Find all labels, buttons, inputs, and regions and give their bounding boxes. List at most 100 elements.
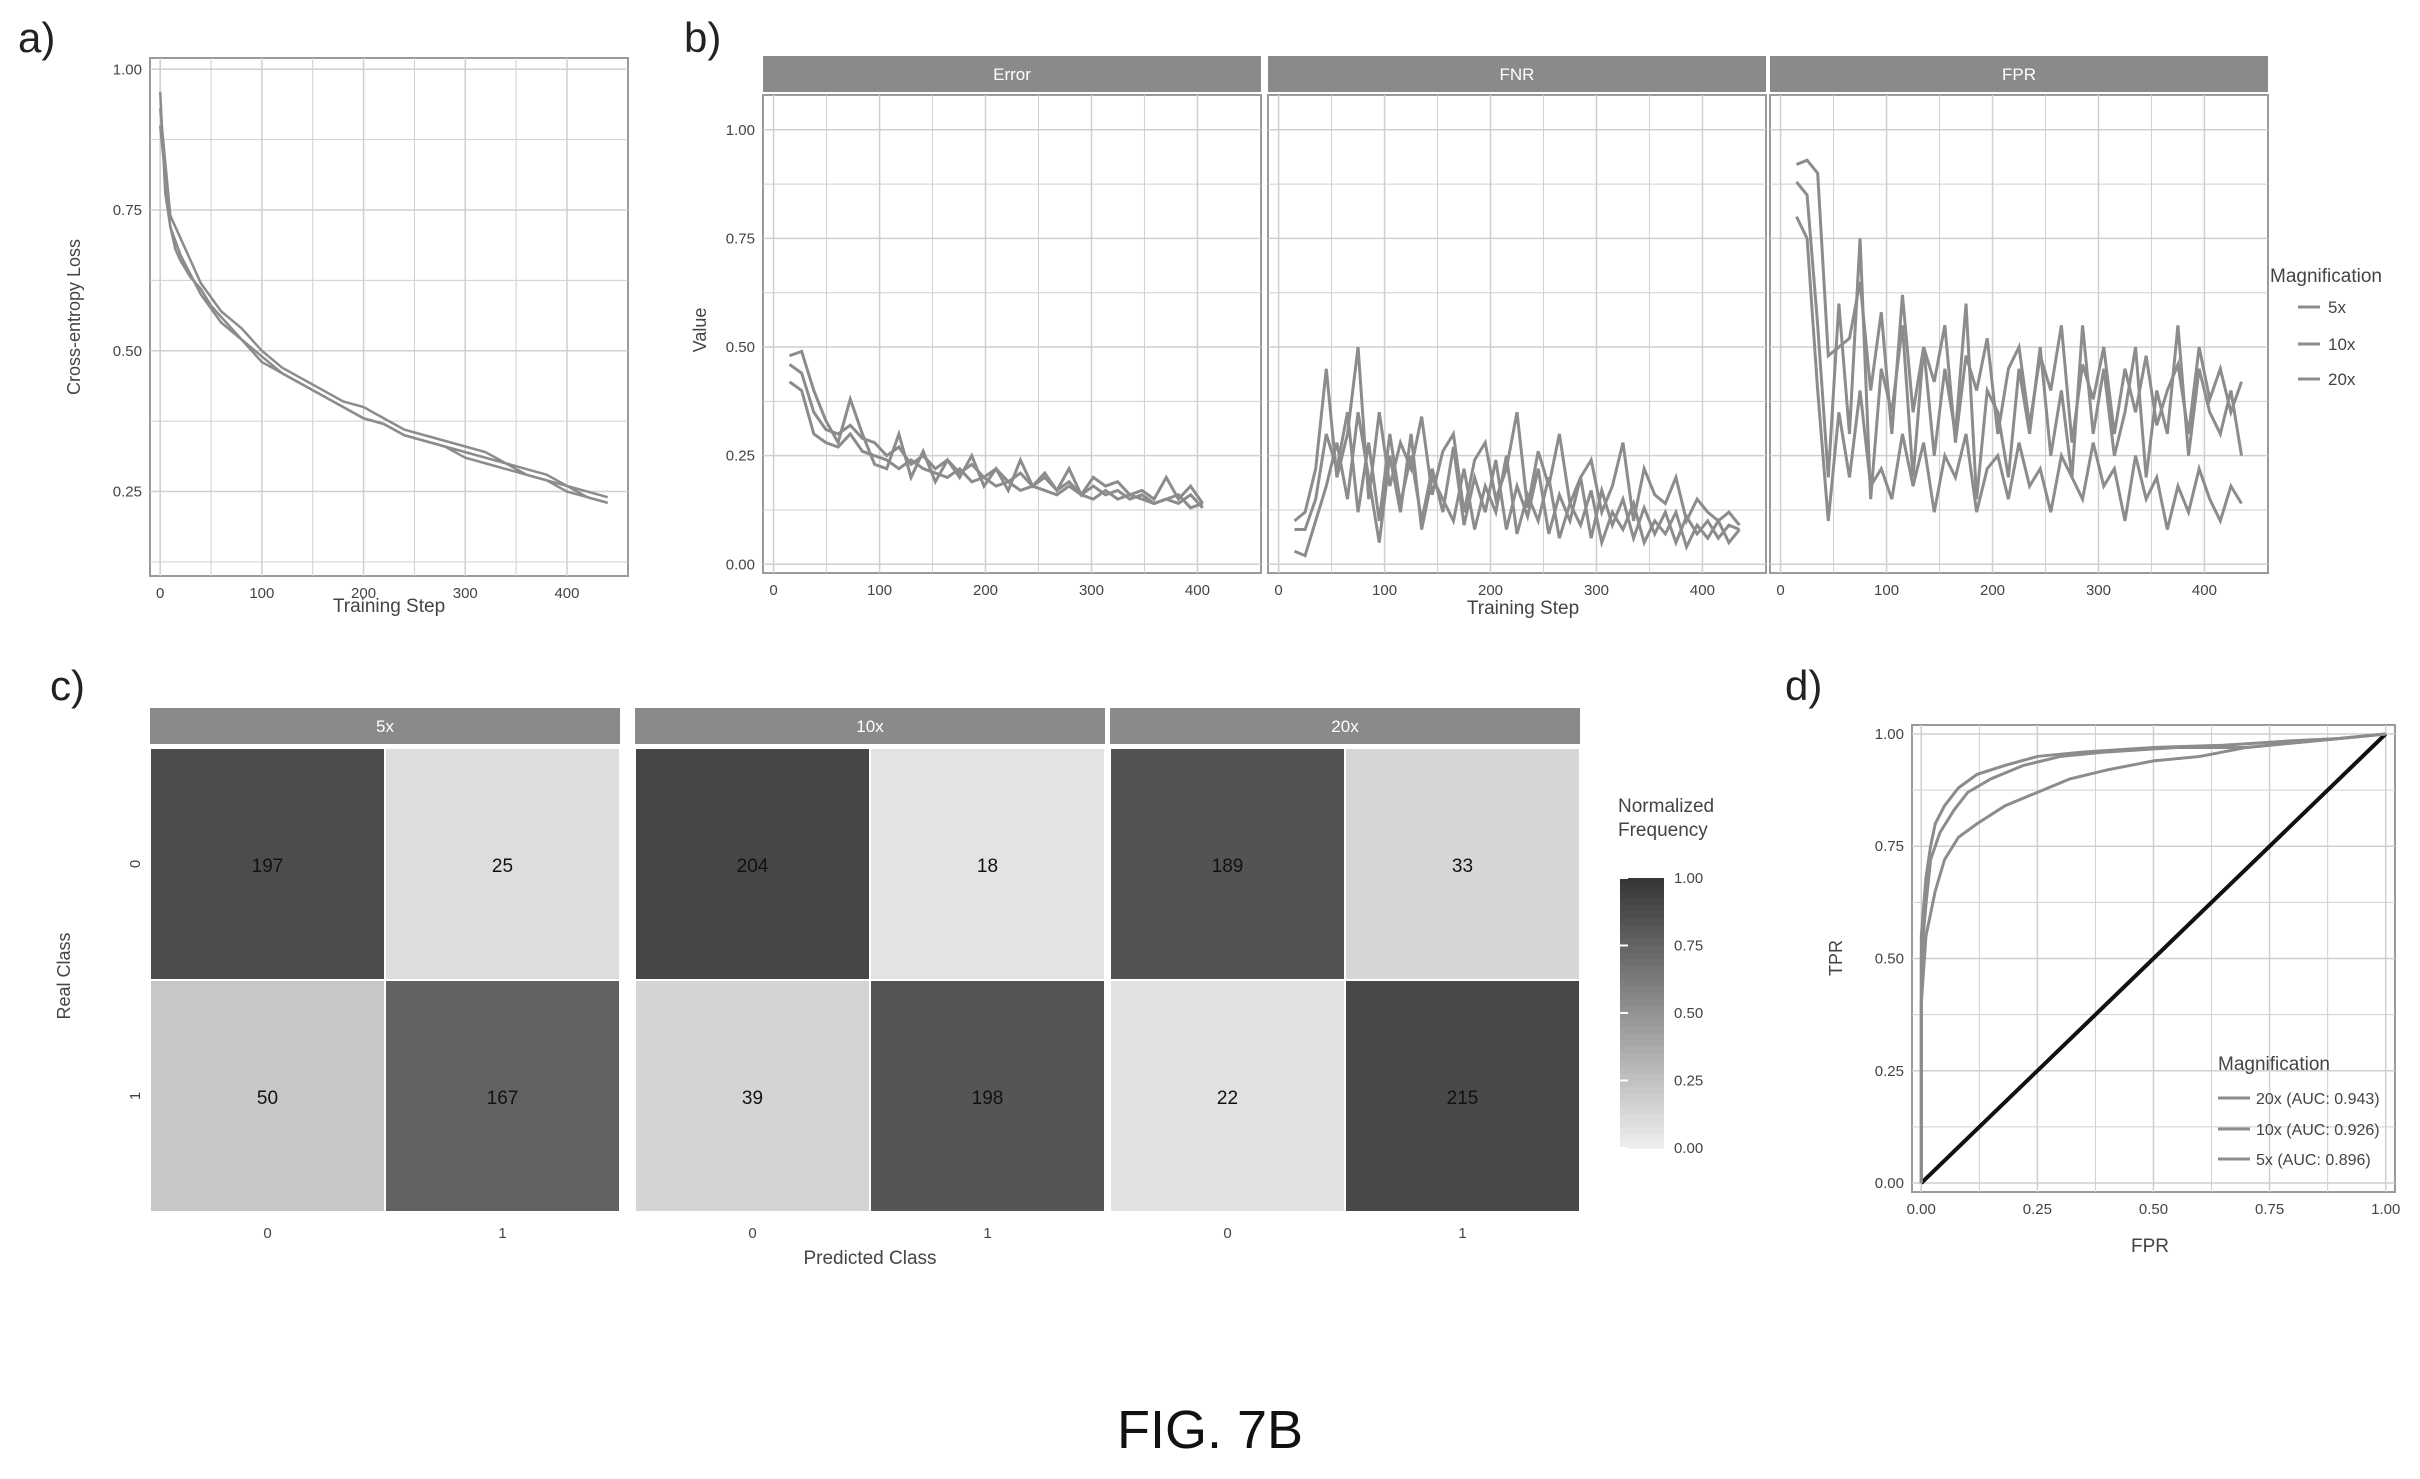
series-20x-line (1293, 346, 1741, 527)
colorbar-tick-label: 0.75 (1674, 938, 1703, 955)
panel-b-facets: Error 0 100 200 300 400 0.00 0.25 0.50 0.75 1.00 FN… (726, 56, 2269, 599)
heatmap-cell-value: 198 (972, 1088, 1004, 1109)
facet-error: Error 0 100 200 300 400 0.00 0.25 0.50 0.75 1.00 (726, 56, 1262, 599)
legend-d-20x-label: 20x (AUC: 0.943) (2256, 1091, 2380, 1108)
heatmap-cell (386, 749, 619, 979)
colorbar-step (1620, 878, 1664, 886)
heatmap-cell (151, 981, 384, 1211)
colorbar-step (1620, 1080, 1664, 1088)
colorbar-step (1620, 1060, 1664, 1068)
panel-d-series (1919, 732, 2388, 1185)
x-tick-label: 300 (1079, 582, 1104, 599)
x-tick-label: 300 (1584, 582, 1609, 599)
facet-fpr: FPR 0 100 200 300 400 (1769, 56, 2269, 599)
panel-a-series (158, 91, 608, 505)
colorbar-step (1620, 986, 1664, 994)
x-tick-label: 1 (983, 1225, 991, 1242)
x-tick-label: 0 (769, 582, 777, 599)
panel-b-ylabel: Value (690, 308, 710, 353)
legend-5x-label: 5x (2328, 298, 2346, 317)
x-tick-label: 200 (973, 582, 998, 599)
x-tick-label: 0.00 (1907, 1201, 1936, 1218)
facet-strip-label: FPR (2002, 65, 2036, 84)
heatmap-cell (636, 749, 869, 979)
roc-curve-1 (1919, 732, 2386, 1184)
series-5x-line (1795, 180, 2243, 500)
x-tick-label: 0 (1274, 582, 1282, 599)
colorbar-step (1620, 1127, 1664, 1136)
panel-a-label: a) (18, 14, 55, 61)
legend-20x-label: 20x (2328, 370, 2356, 389)
panel-b: b) Error 0 100 200 300 400 0.00 0.25 0.50 0.75 1.0… (684, 14, 2382, 619)
colorbar-step (1620, 952, 1664, 960)
x-tick-label: 0 (1776, 582, 1784, 599)
facet-plot-area (1267, 94, 1767, 574)
x-tick-label: 100 (1372, 582, 1397, 599)
heatmap-facet-20x: 20x 189 33 22 215 0 1 (1110, 708, 1580, 1242)
heatmap-cell (1346, 981, 1579, 1211)
panel-c: c) 5x 197 25 50 167 0 1 0 1 10x 204 18 39 198 0 1 20x 189… (50, 662, 1714, 1269)
panel-d-xlabel: FPR (2131, 1236, 2169, 1257)
panel-a-ticks: 0 100 200 300 400 0.25 0.50 0.75 1.00 (113, 61, 580, 602)
panel-d-ticks: 0.00 0.25 0.50 0.75 1.00 0.00 0.25 0.50 0.75 1.00 (1875, 726, 2401, 1218)
panel-d-legend-title: Magnification (2218, 1054, 2330, 1075)
facet-strip (1770, 56, 2268, 92)
heatmap-cell-value: 50 (257, 1088, 278, 1109)
facet-strip (150, 708, 620, 744)
panel-a-ylabel: Cross-entropy Loss (64, 239, 84, 395)
x-tick-label: 400 (554, 585, 579, 602)
heatmap-cell (636, 981, 869, 1211)
legend-d-10x-label: 10x (AUC: 0.926) (2256, 1122, 2380, 1139)
y-tick-label: 0 (127, 860, 144, 868)
x-tick-label: 400 (1690, 582, 1715, 599)
series-20x-line (1795, 216, 2243, 530)
roc-curve-0 (1919, 732, 2386, 1184)
loss-line (158, 125, 608, 505)
heatmap-cell-value: 18 (977, 856, 998, 877)
x-tick-label: 0.50 (2139, 1201, 2168, 1218)
heatmap-cell (1111, 749, 1344, 979)
legend-10x-label: 10x (2328, 335, 2356, 354)
heatmap-cell (1111, 981, 1344, 1211)
x-tick-label: 1.00 (2371, 1201, 2400, 1218)
panel-a-grid (150, 58, 628, 576)
y-tick-label: 0.00 (1875, 1175, 1904, 1192)
series-5x-line (1294, 411, 1741, 547)
colorbar-step (1620, 972, 1664, 980)
y-tick-label: 0.75 (726, 230, 755, 247)
panel-d: d) 0.00 0.25 0.50 0.75 1.00 0.00 0.25 0.50 0.75 1… (1785, 662, 2400, 1257)
y-tick-label: 0.50 (113, 343, 142, 360)
panel-c-legend-title-1: Normalized (1618, 796, 1714, 817)
colorbar-step (1620, 1013, 1664, 1021)
colorbar-step (1620, 1026, 1664, 1034)
colorbar-step (1620, 1040, 1664, 1048)
heatmap-cell (151, 749, 384, 979)
y-tick-label: 0.25 (113, 484, 142, 501)
y-tick-label: 0.75 (1875, 838, 1904, 855)
colorbar-step (1620, 1046, 1664, 1055)
heatmap-cell (386, 981, 619, 1211)
heatmap-cell-value: 215 (1447, 1088, 1479, 1109)
colorbar-tick-label: 1.00 (1674, 870, 1703, 887)
x-tick-label: 0.25 (2023, 1201, 2052, 1218)
colorbar-step (1620, 945, 1664, 953)
x-tick-label: 0.75 (2255, 1201, 2284, 1218)
panel-a-xlabel: Training Step (333, 596, 445, 617)
colorbar-step (1620, 959, 1664, 967)
legend-d-5x-label: 5x (AUC: 0.896) (2256, 1152, 2371, 1169)
heatmap-cell-value: 189 (1212, 856, 1244, 877)
colorbar-step (1620, 979, 1664, 987)
colorbar-step (1620, 1134, 1664, 1142)
x-tick-label: 200 (1980, 582, 2005, 599)
x-tick-label: 300 (2086, 582, 2111, 599)
panel-c-colorbar: 0.00 0.25 0.50 0.75 1.00 (1620, 870, 1703, 1157)
y-tick-label: 0.25 (1875, 1063, 1904, 1080)
colorbar-step (1620, 898, 1664, 906)
facet-strip (1268, 56, 1766, 92)
colorbar-step (1620, 1121, 1664, 1129)
y-tick-label: 0.25 (726, 448, 755, 465)
colorbar-step (1620, 999, 1664, 1007)
heatmap-cell-value: 33 (1452, 856, 1473, 877)
series-20x-line (788, 349, 1204, 505)
x-tick-label: 400 (2192, 582, 2217, 599)
